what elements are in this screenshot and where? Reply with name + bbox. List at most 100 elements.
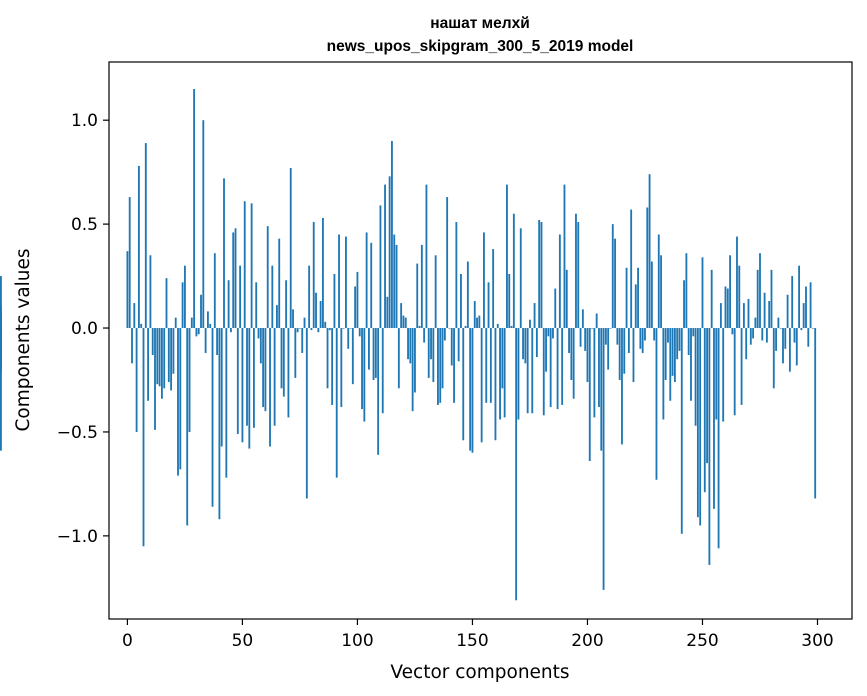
bar xyxy=(489,328,492,403)
bar xyxy=(722,328,725,422)
bar xyxy=(595,313,598,329)
bar xyxy=(575,213,577,329)
bar xyxy=(563,184,566,329)
bar xyxy=(512,213,515,329)
bar xyxy=(570,328,573,380)
bar xyxy=(609,328,612,329)
bar xyxy=(653,328,656,341)
bar xyxy=(432,328,435,383)
bar xyxy=(393,234,396,329)
bar xyxy=(209,323,212,329)
bar xyxy=(657,234,660,329)
bar xyxy=(517,328,520,420)
bar xyxy=(193,89,196,329)
y-axis-ticks: 1.0 0.5 0.0 −0.5 −1.0 xyxy=(57,111,109,547)
bar xyxy=(312,222,315,329)
bar xyxy=(397,328,400,389)
bar xyxy=(646,207,649,329)
bar xyxy=(446,197,449,329)
bar xyxy=(572,328,575,399)
bar xyxy=(510,325,513,329)
bar xyxy=(621,328,623,445)
bar xyxy=(345,236,347,329)
bar xyxy=(800,328,803,331)
bar xyxy=(669,328,672,401)
bar xyxy=(455,222,458,329)
bar xyxy=(798,265,801,329)
bar xyxy=(374,328,377,378)
bar xyxy=(250,203,253,329)
bar xyxy=(170,328,173,391)
x-tick-label: 100 xyxy=(341,631,373,651)
bar xyxy=(775,328,778,351)
bar xyxy=(558,234,561,329)
bar xyxy=(156,328,159,385)
bar xyxy=(204,328,207,353)
bar xyxy=(784,328,787,349)
bar xyxy=(305,328,308,499)
bar xyxy=(278,238,281,329)
bar xyxy=(485,328,488,403)
bar xyxy=(611,224,614,329)
bar xyxy=(549,328,552,408)
bar xyxy=(676,328,679,360)
bar xyxy=(692,328,695,337)
bar xyxy=(710,269,713,329)
bar xyxy=(280,328,283,389)
bar xyxy=(253,328,255,428)
bar xyxy=(163,328,166,389)
bar xyxy=(434,255,437,329)
bar xyxy=(177,328,179,476)
bar xyxy=(685,253,688,329)
bar xyxy=(165,278,168,329)
bar xyxy=(423,328,426,343)
bar xyxy=(598,328,600,408)
bar xyxy=(473,301,476,329)
bar xyxy=(717,328,720,549)
bar xyxy=(478,315,481,329)
bar xyxy=(581,309,584,329)
bar xyxy=(614,238,616,329)
bar xyxy=(409,328,412,364)
bar xyxy=(736,236,738,329)
bar xyxy=(142,328,145,547)
bar xyxy=(358,328,361,337)
bar xyxy=(404,317,407,329)
bar xyxy=(694,328,697,426)
bar xyxy=(296,328,299,333)
bar xyxy=(370,242,373,329)
bar xyxy=(264,328,267,412)
bar xyxy=(765,328,768,343)
bar xyxy=(494,328,497,441)
bar xyxy=(340,328,343,408)
bar xyxy=(128,197,131,329)
bar xyxy=(777,317,780,329)
x-tick-label: 250 xyxy=(686,631,718,651)
bar xyxy=(223,178,225,329)
bar xyxy=(416,263,419,329)
bar xyxy=(386,296,389,329)
bar xyxy=(779,328,782,329)
bar xyxy=(259,328,262,364)
bar xyxy=(377,328,380,455)
bar xyxy=(420,244,423,329)
bar xyxy=(579,328,582,347)
bar xyxy=(402,315,405,329)
bar xyxy=(586,328,589,383)
bar xyxy=(236,328,239,435)
bar xyxy=(644,328,646,341)
bar xyxy=(508,273,511,329)
bar xyxy=(303,317,306,329)
bar xyxy=(220,328,223,447)
bar xyxy=(285,280,288,329)
bar xyxy=(439,328,442,403)
bar xyxy=(809,282,812,329)
bar xyxy=(811,328,814,329)
bar xyxy=(351,328,354,385)
bar xyxy=(190,317,193,329)
bar xyxy=(763,292,766,329)
y-tick-label: −0.5 xyxy=(57,423,98,443)
bar xyxy=(0,328,2,349)
bar xyxy=(225,328,228,478)
bar xyxy=(248,328,251,449)
